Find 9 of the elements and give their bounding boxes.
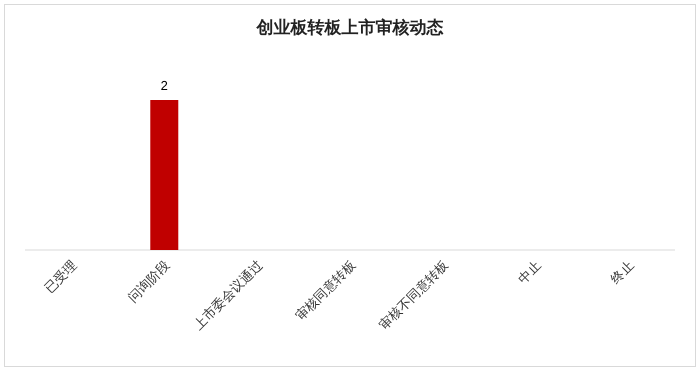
x-tick-label: 上市委会议通过 <box>190 258 266 332</box>
x-tick-label: 问询阶段 <box>125 258 172 305</box>
chart-title: 创业板转板上市审核动态 <box>256 18 444 38</box>
x-tick-label: 审核不同意转板 <box>376 258 451 332</box>
x-tick-label: 已受理 <box>41 258 80 296</box>
data-label: 2 <box>160 78 168 93</box>
x-tick-label: 终止 <box>608 258 637 287</box>
x-tick-label: 审核同意转板 <box>292 258 358 324</box>
x-tick-label: 中止 <box>514 258 544 287</box>
